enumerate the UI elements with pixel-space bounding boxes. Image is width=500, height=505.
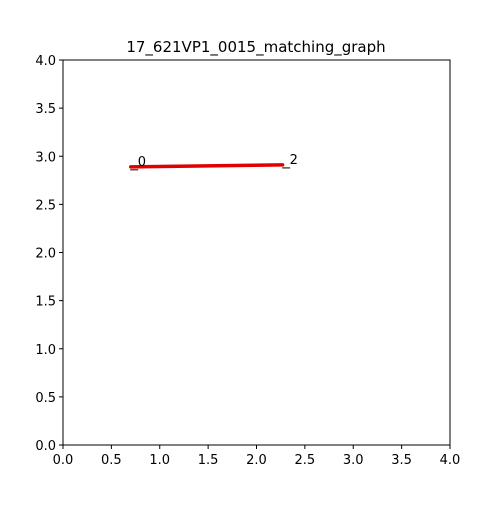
chart-title: 17_621VP1_0015_matching_graph (126, 38, 385, 57)
x-tick-label: 0.5 (101, 453, 122, 468)
y-tick-label: 1.0 (35, 343, 56, 358)
node-label: 2 (290, 153, 298, 168)
edge-line (128, 163, 285, 169)
x-tick-label: 2.0 (246, 453, 267, 468)
y-tick-label: 3.5 (35, 102, 56, 117)
node-label: 0 (138, 155, 146, 170)
x-tick-label: 3.5 (391, 453, 412, 468)
x-tick-label: 2.5 (295, 453, 316, 468)
y-tick-label: 2.0 (35, 247, 56, 262)
x-tick-label: 1.5 (198, 453, 219, 468)
y-tick-label: 3.0 (35, 150, 56, 165)
x-tick-label: 4.0 (440, 453, 461, 468)
y-tick-label: 0.0 (35, 439, 56, 454)
y-tick-label: 4.0 (35, 54, 56, 69)
y-tick-label: 0.5 (35, 391, 56, 406)
x-tick-label: 0.0 (53, 453, 74, 468)
y-tick-label: 1.5 (35, 295, 56, 310)
axis-ticks: 0.0 0.5 1.0 1.5 2.0 2.5 3.0 3.5 4.0 0.0 0.5 1.0 1.5 2… (35, 54, 460, 468)
x-tick-label: 1.0 (149, 453, 170, 468)
y-tick-label: 2.5 (35, 198, 56, 213)
plot-frame (62, 59, 451, 446)
x-tick-label: 3.0 (343, 453, 364, 468)
